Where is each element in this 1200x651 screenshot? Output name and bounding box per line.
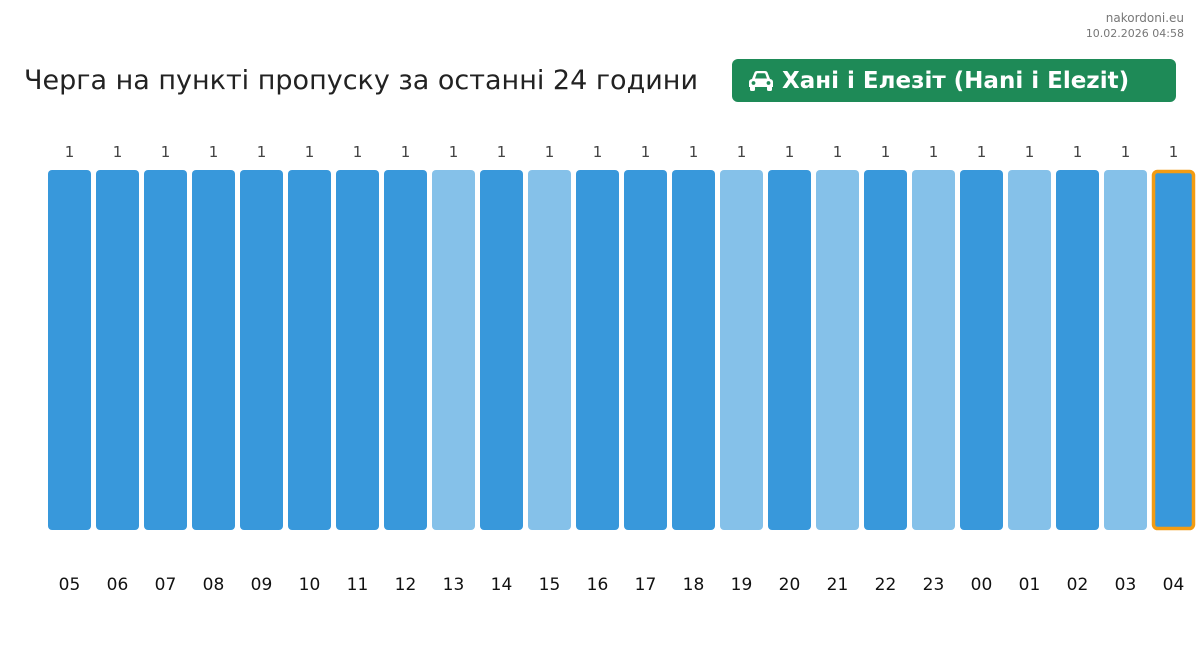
tick-label-14: 14 [491, 575, 513, 595]
value-label-09: 1 [257, 143, 267, 161]
value-label-07: 1 [161, 143, 171, 161]
bar-10 [288, 170, 331, 530]
page-title: Черга на пункті пропуску за останні 24 г… [24, 65, 698, 96]
bar-11 [336, 170, 379, 530]
tick-label-09: 09 [251, 575, 273, 595]
bar-22 [864, 170, 907, 530]
value-label-14: 1 [497, 143, 507, 161]
tick-label-12: 12 [395, 575, 417, 595]
value-label-18: 1 [689, 143, 699, 161]
timestamp: 10.02.2026 04:58 [1085, 27, 1184, 40]
tick-label-08: 08 [203, 575, 225, 595]
bar-20 [768, 170, 811, 530]
bar-15 [528, 170, 571, 530]
bar-03 [1104, 170, 1147, 530]
tick-label-23: 23 [923, 575, 945, 595]
tick-label-19: 19 [731, 575, 753, 595]
value-label-06: 1 [113, 143, 123, 161]
checkpoint-badge: Хані і Елезіт (Hani i Elezit) [732, 59, 1176, 102]
car-icon [749, 70, 773, 91]
value-label-16: 1 [593, 143, 603, 161]
value-label-11: 1 [353, 143, 363, 161]
value-label-04: 1 [1169, 143, 1179, 161]
value-label-22: 1 [881, 143, 891, 161]
bar-21 [816, 170, 859, 530]
bar-04 [1151, 169, 1196, 531]
value-label-20: 1 [785, 143, 795, 161]
value-label-21: 1 [833, 143, 843, 161]
tick-label-20: 20 [779, 575, 801, 595]
tick-label-10: 10 [299, 575, 321, 595]
value-label-19: 1 [737, 143, 747, 161]
bar-17 [624, 170, 667, 530]
tick-label-01: 01 [1019, 575, 1041, 595]
tick-label-05: 05 [59, 575, 81, 595]
value-label-01: 1 [1025, 143, 1035, 161]
tick-label-15: 15 [539, 575, 561, 595]
tick-label-17: 17 [635, 575, 657, 595]
tick-label-16: 16 [587, 575, 609, 595]
tick-label-04: 04 [1163, 575, 1185, 595]
value-label-17: 1 [641, 143, 651, 161]
bar-16 [576, 170, 619, 530]
value-label-23: 1 [929, 143, 939, 161]
value-label-00: 1 [977, 143, 987, 161]
bar-14 [480, 170, 523, 530]
tick-label-13: 13 [443, 575, 465, 595]
brand-block: nakordoni.eu 10.02.2026 04:58 [1086, 10, 1184, 42]
tick-label-21: 21 [827, 575, 849, 595]
tick-label-00: 00 [971, 575, 993, 595]
value-label-02: 1 [1073, 143, 1083, 161]
bar-08 [192, 170, 235, 530]
bar-06 [96, 170, 139, 530]
value-label-15: 1 [545, 143, 555, 161]
bar-02 [1056, 170, 1099, 530]
value-label-13: 1 [449, 143, 459, 161]
bar-18 [672, 170, 715, 530]
bar-13 [432, 170, 475, 530]
tick-label-03: 03 [1115, 575, 1137, 595]
value-label-05: 1 [65, 143, 75, 161]
bar-01 [1008, 170, 1051, 530]
value-label-12: 1 [401, 143, 411, 161]
tick-label-11: 11 [347, 575, 369, 595]
bar-12 [384, 170, 427, 530]
tick-label-22: 22 [875, 575, 897, 595]
value-label-03: 1 [1121, 143, 1131, 161]
value-label-08: 1 [209, 143, 219, 161]
value-label-10: 1 [305, 143, 315, 161]
site-name: nakordoni.eu [1105, 11, 1184, 25]
bar-23 [912, 170, 955, 530]
tick-label-07: 07 [155, 575, 177, 595]
tick-label-06: 06 [107, 575, 129, 595]
bar-07 [144, 170, 187, 530]
tick-label-02: 02 [1067, 575, 1089, 595]
bar-19 [720, 170, 763, 530]
bar-00 [960, 170, 1003, 530]
bar-09 [240, 170, 283, 530]
bar-05 [48, 170, 91, 530]
tick-label-18: 18 [683, 575, 705, 595]
checkpoint-name: Хані і Елезіт (Hani i Elezit) [782, 67, 1130, 94]
